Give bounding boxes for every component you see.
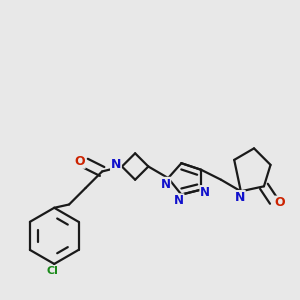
Text: N: N [235, 191, 245, 204]
Text: O: O [274, 196, 285, 209]
Text: N: N [160, 178, 170, 190]
Text: N: N [111, 158, 121, 171]
Text: N: N [174, 194, 184, 207]
Text: O: O [74, 155, 85, 168]
Text: Cl: Cl [46, 266, 58, 276]
Text: N: N [200, 186, 210, 199]
